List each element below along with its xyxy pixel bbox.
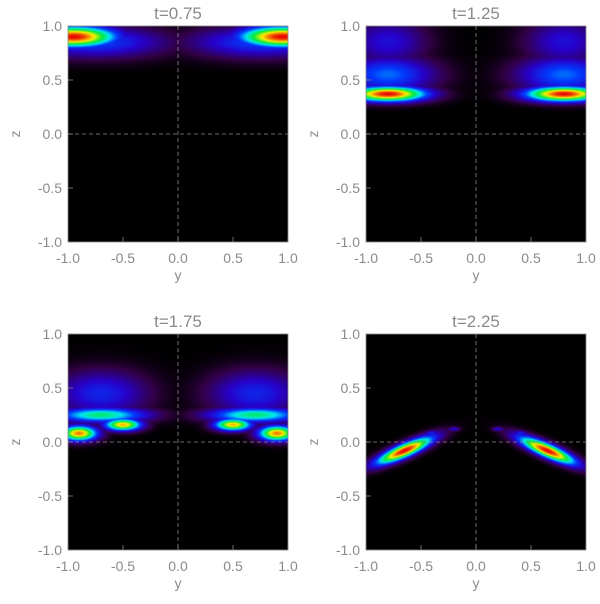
y-tick-label: -0.5	[336, 488, 360, 504]
x-axis-label: y	[175, 267, 182, 283]
chart-title: t=1.25	[452, 4, 500, 23]
x-tick-label: 0.0	[168, 250, 188, 266]
x-axis-label: y	[473, 267, 480, 283]
y-tick-label: 1.0	[43, 18, 63, 34]
y-tick-label: -1.0	[38, 542, 62, 558]
y-axis-label: z	[7, 131, 23, 138]
y-tick-label: 0.0	[43, 126, 63, 142]
y-tick-label: 0.0	[341, 126, 361, 142]
x-tick-label: -0.5	[409, 558, 433, 574]
y-tick-label: 0.0	[43, 434, 63, 450]
y-tick-label: 0.0	[341, 434, 361, 450]
y-tick-label: 1.0	[341, 326, 361, 342]
x-tick-label: 0.0	[466, 250, 486, 266]
x-tick-label: -1.0	[56, 250, 80, 266]
x-tick-label: 0.5	[223, 558, 243, 574]
y-tick-label: 1.0	[341, 18, 361, 34]
y-tick-label: 0.5	[341, 72, 361, 88]
y-tick-label: -1.0	[336, 542, 360, 558]
x-tick-label: 0.5	[223, 250, 243, 266]
y-tick-label: 0.5	[341, 380, 361, 396]
x-tick-label: 0.0	[168, 558, 188, 574]
x-tick-label: -1.0	[354, 250, 378, 266]
y-tick-label: -1.0	[336, 234, 360, 250]
chart-title: t=1.75	[154, 312, 202, 331]
y-tick-label: 0.5	[43, 380, 63, 396]
x-tick-label: 1.0	[576, 250, 596, 266]
x-tick-label: 1.0	[278, 558, 298, 574]
y-tick-label: 0.5	[43, 72, 63, 88]
chart-title: t=2.25	[452, 312, 500, 331]
x-tick-label: -0.5	[111, 250, 135, 266]
y-tick-label: -0.5	[38, 180, 62, 196]
chart-title: t=0.75	[154, 4, 202, 23]
x-tick-label: -1.0	[354, 558, 378, 574]
chart-panel-3: -1.0 -0.5 0.0 0.5 1.0 -1.0 -0.5 0.0 0.5 1.0 t=1.75…	[7, 312, 298, 591]
x-tick-label: 1.0	[278, 250, 298, 266]
y-tick-label: -0.5	[336, 180, 360, 196]
chart-panel-4: -1.0 -0.5 0.0 0.5 1.0 -1.0 -0.5 0.0 0.5 1.0 t=2.25…	[305, 312, 596, 591]
chart-panel-2: -1.0 -0.5 0.0 0.5 1.0 -1.0 -0.5 0.0 0.5 1.0 t=1.25…	[305, 4, 596, 283]
y-tick-label: -1.0	[38, 234, 62, 250]
x-axis-label: y	[175, 575, 182, 591]
x-tick-label: 0.5	[521, 558, 541, 574]
x-axis-label: y	[473, 575, 480, 591]
y-tick-label: 1.0	[43, 326, 63, 342]
chart-panel-1: -1.0 -0.5 0.0 0.5 1.0 -1.0 -0.5 0.0 0.5 1.0 t=0.75…	[7, 4, 298, 283]
x-tick-label: -0.5	[409, 250, 433, 266]
x-tick-label: -1.0	[56, 558, 80, 574]
x-tick-label: 0.5	[521, 250, 541, 266]
y-axis-label: z	[305, 439, 321, 446]
x-tick-label: -0.5	[111, 558, 135, 574]
x-tick-label: 1.0	[576, 558, 596, 574]
y-axis-label: z	[305, 131, 321, 138]
x-tick-label: 0.0	[466, 558, 486, 574]
y-tick-label: -0.5	[38, 488, 62, 504]
y-axis-label: z	[7, 439, 23, 446]
